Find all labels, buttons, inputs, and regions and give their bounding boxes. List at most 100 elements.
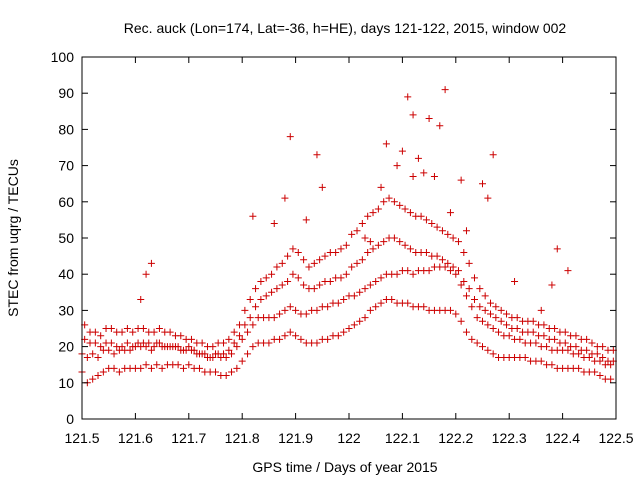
data-point (89, 375, 97, 383)
data-point (364, 212, 372, 220)
data-point (155, 339, 163, 347)
data-point (145, 339, 153, 347)
data-point (532, 339, 540, 347)
x-axis-label: GPS time / Days of year 2015 (252, 459, 437, 475)
data-point (342, 241, 350, 249)
x-tick-label: 121.7 (171, 430, 206, 446)
data-point (313, 306, 321, 314)
data-point (350, 321, 358, 329)
data-point (516, 335, 524, 343)
data-point (105, 346, 113, 354)
data-point (324, 303, 332, 311)
data-point (292, 306, 300, 314)
data-point (417, 212, 425, 220)
data-point (238, 335, 246, 343)
plot-marks (78, 86, 617, 387)
x-tick-label: 122 (337, 430, 361, 446)
data-point (129, 328, 137, 336)
data-point (452, 310, 460, 318)
data-point (289, 245, 297, 253)
data-point (273, 285, 281, 293)
y-tick-label: 60 (58, 194, 74, 210)
data-point (422, 216, 430, 224)
data-point (489, 350, 497, 358)
data-point (484, 321, 492, 329)
data-point (540, 321, 548, 329)
data-point (110, 350, 118, 358)
data-point (99, 368, 107, 376)
data-point (292, 332, 300, 340)
y-tick-label: 50 (58, 230, 74, 246)
data-point (230, 328, 238, 336)
data-point (575, 350, 583, 358)
data-point (473, 339, 481, 347)
data-point (230, 339, 238, 347)
data-point (249, 212, 257, 220)
data-point (257, 277, 265, 285)
data-point (249, 343, 257, 351)
data-point (446, 267, 454, 275)
data-point (228, 350, 236, 358)
data-point (505, 332, 513, 340)
data-point (511, 277, 519, 285)
data-point (481, 306, 489, 314)
data-point (236, 332, 244, 340)
data-point (150, 328, 158, 336)
data-point (257, 296, 265, 304)
data-point (572, 332, 580, 340)
data-point (233, 364, 241, 372)
data-point (220, 339, 228, 347)
data-point (281, 332, 289, 340)
data-point (166, 328, 174, 336)
data-point (438, 256, 446, 264)
x-tick-label: 122.1 (385, 430, 420, 446)
data-point (356, 317, 364, 325)
data-point (481, 292, 489, 300)
data-point (599, 353, 607, 361)
data-point (300, 256, 308, 264)
data-point (521, 353, 529, 361)
data-point (220, 350, 228, 358)
data-point (572, 343, 580, 351)
data-point (583, 346, 591, 354)
data-point (337, 274, 345, 282)
data-point (334, 299, 342, 307)
data-point (142, 361, 150, 369)
data-point (302, 310, 310, 318)
data-point (385, 194, 393, 202)
data-point (468, 335, 476, 343)
data-point (139, 325, 147, 332)
x-tick-label: 122.5 (598, 430, 633, 446)
data-point (401, 241, 409, 249)
data-point (244, 328, 252, 336)
data-point (356, 288, 364, 296)
data-point (564, 267, 572, 275)
x-tick-label: 121.8 (225, 430, 260, 446)
data-point (476, 303, 484, 311)
data-point (268, 288, 276, 296)
data-point (313, 339, 321, 347)
data-point (457, 281, 465, 289)
data-point (454, 238, 462, 246)
data-point (348, 230, 356, 238)
data-point (91, 328, 99, 336)
data-point (289, 270, 297, 278)
data-point (462, 292, 470, 300)
data-point (396, 238, 404, 246)
data-point (345, 325, 353, 332)
data-point (484, 346, 492, 354)
data-point (270, 314, 278, 322)
data-point (398, 147, 406, 155)
data-point (479, 317, 486, 325)
data-point (465, 259, 473, 267)
data-point (484, 194, 492, 202)
data-point (209, 353, 217, 361)
data-point (487, 310, 495, 318)
data-point (158, 364, 166, 372)
data-point (364, 248, 372, 256)
data-point (252, 303, 260, 311)
data-point (238, 357, 246, 365)
y-tick-label: 70 (58, 158, 74, 174)
data-point (551, 325, 559, 332)
data-point (353, 227, 361, 235)
